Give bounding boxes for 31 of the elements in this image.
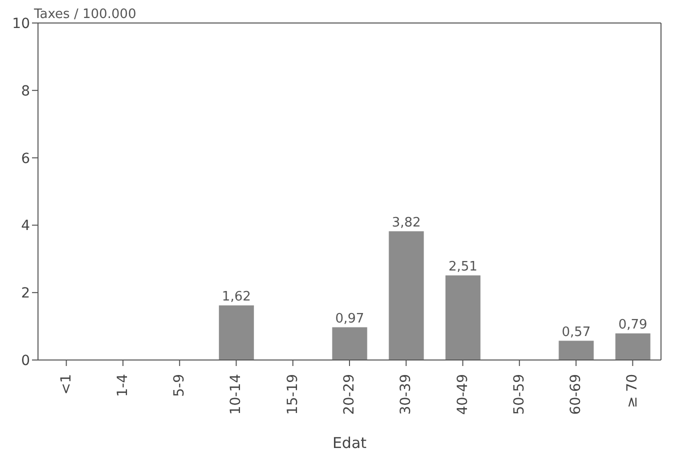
bar <box>388 231 424 360</box>
data-label: 3,82 <box>392 215 421 230</box>
x-tick-label: 30-39 <box>398 374 414 415</box>
data-label: 2,51 <box>448 259 478 274</box>
x-tick-label: 20-29 <box>342 374 358 415</box>
x-tick-label: ≥ 70 <box>624 374 641 408</box>
y-tick-label: 10 <box>12 16 30 32</box>
data-label: 0,97 <box>335 311 364 326</box>
x-tick-label: 15-19 <box>284 374 301 415</box>
y-tick-label: 6 <box>21 150 30 167</box>
x-tick-label: 60-69 <box>568 374 584 415</box>
x-tick-label: 50-59 <box>511 374 528 415</box>
x-tick-label: 40-49 <box>454 374 471 415</box>
x-tick-label: <1 <box>58 374 74 395</box>
y-tick-label: 2 <box>21 286 30 302</box>
x-axis-title: Edat <box>332 434 367 452</box>
bar <box>445 275 480 360</box>
y-axis-title: Taxes / 100.000 <box>34 7 136 22</box>
bar <box>218 305 254 360</box>
data-label: 0,57 <box>562 324 591 340</box>
y-tick-label: 4 <box>21 218 30 234</box>
bar <box>558 340 594 360</box>
data-label: 1,62 <box>222 289 251 304</box>
y-tick-label: 8 <box>21 83 30 100</box>
y-tick-label: 0 <box>21 352 30 369</box>
bar <box>615 333 650 360</box>
x-tick-label: 10-14 <box>228 374 244 415</box>
x-tick-label: 1-4 <box>114 374 131 397</box>
bar <box>332 327 368 360</box>
x-tick-label: 5-9 <box>172 374 188 397</box>
data-label: 0,79 <box>618 317 648 332</box>
